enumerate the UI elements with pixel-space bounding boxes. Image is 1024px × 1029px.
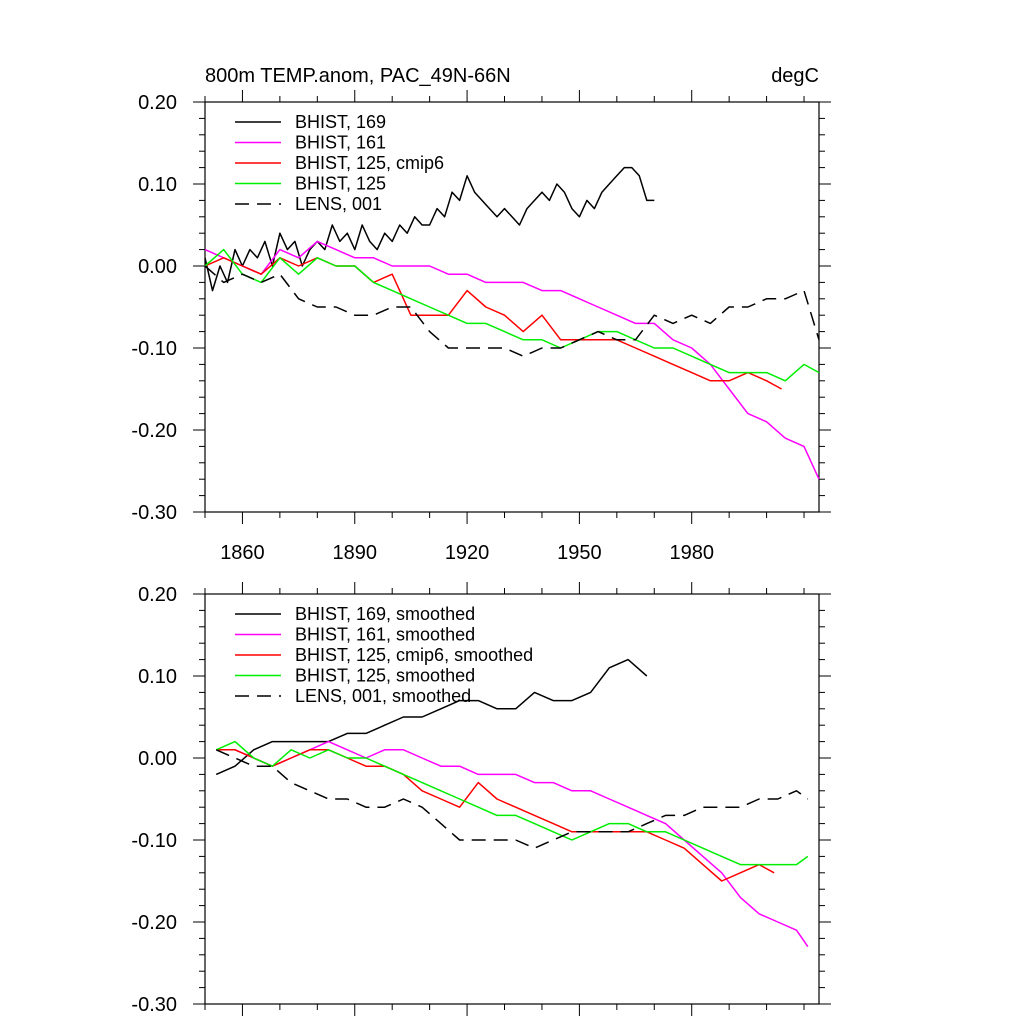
panel-1-y-tick-label: -0.20: [131, 420, 177, 442]
panel-2-legend-label-3: BHIST, 125, cmip6, smoothed: [295, 645, 533, 665]
panel-1-series-line-3: [204, 257, 782, 390]
panel-2-legend-label-1: BHIST, 169, smoothed: [295, 604, 475, 624]
panel-2-y-tick-label: 0.10: [138, 666, 177, 688]
panel-1-plot-frame: [204, 101, 820, 513]
panel-1-y-tick-label: 0.20: [138, 92, 177, 114]
panel-2-series-line-5: [215, 749, 809, 849]
panel-1-series-line-5: [204, 265, 820, 357]
panel-2-series-line-1: [215, 658, 648, 776]
panel-2-legend-label-4: BHIST, 125, smoothed: [295, 666, 475, 686]
panel-1-y-tick-label: 0.00: [138, 256, 177, 278]
panel-1-x-tick-label: 1950: [557, 542, 602, 564]
panel-1-legend-label-5: LENS, 001: [295, 194, 382, 214]
panel-1-x-tick-label: 1890: [333, 542, 378, 564]
panel-1-legend-label-1: BHIST, 169: [295, 112, 386, 132]
panel-1-legend-label-3: BHIST, 125, cmip6: [295, 153, 444, 173]
panel-1-x-tick-label: 1920: [445, 542, 490, 564]
panel-2-legend-label-5: LENS, 001, smoothed: [295, 686, 471, 706]
panel-2-legend-label-2: BHIST, 161, smoothed: [295, 625, 475, 645]
panel-2-series-line-3: [216, 749, 775, 882]
panel-1-series-line-4: [204, 248, 820, 382]
panel-2-series-line-2: [216, 740, 809, 948]
panel-1-chart-title: 800m TEMP.anom, PAC_49N-66N: [205, 65, 511, 87]
panel-1-y-tick-label: 0.10: [138, 174, 177, 196]
panel-1-x-tick-label: 1980: [669, 542, 714, 564]
panel-2-y-tick-label: -0.20: [131, 912, 177, 934]
panel-2-plot-frame: [204, 593, 820, 1005]
panel-1-units-label: degC: [771, 65, 819, 87]
panel-2-y-tick-label: -0.30: [131, 994, 177, 1016]
panel-2-y-tick-label: 0.00: [138, 748, 177, 770]
panel-1-y-tick-label: -0.30: [131, 502, 177, 524]
panel-2-y-tick-label: 0.20: [138, 584, 177, 606]
panel-2-y-tick-label: -0.10: [131, 830, 177, 852]
panel-1-series-line-1: [204, 166, 655, 292]
panel-1-x-tick-label: 1860: [220, 542, 265, 564]
panel-1-y-tick-label: -0.10: [131, 338, 177, 360]
panel-1-legend-label-2: BHIST, 161: [295, 133, 386, 153]
panel-2-series-line-4: [215, 740, 809, 866]
panel-1-legend-label-4: BHIST, 125: [295, 174, 386, 194]
panel-1-series-line-2: [204, 240, 820, 480]
